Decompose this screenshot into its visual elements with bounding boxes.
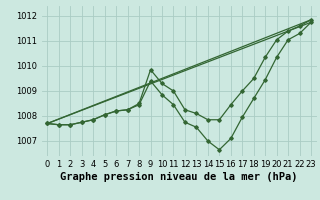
X-axis label: Graphe pression niveau de la mer (hPa): Graphe pression niveau de la mer (hPa) — [60, 172, 298, 182]
